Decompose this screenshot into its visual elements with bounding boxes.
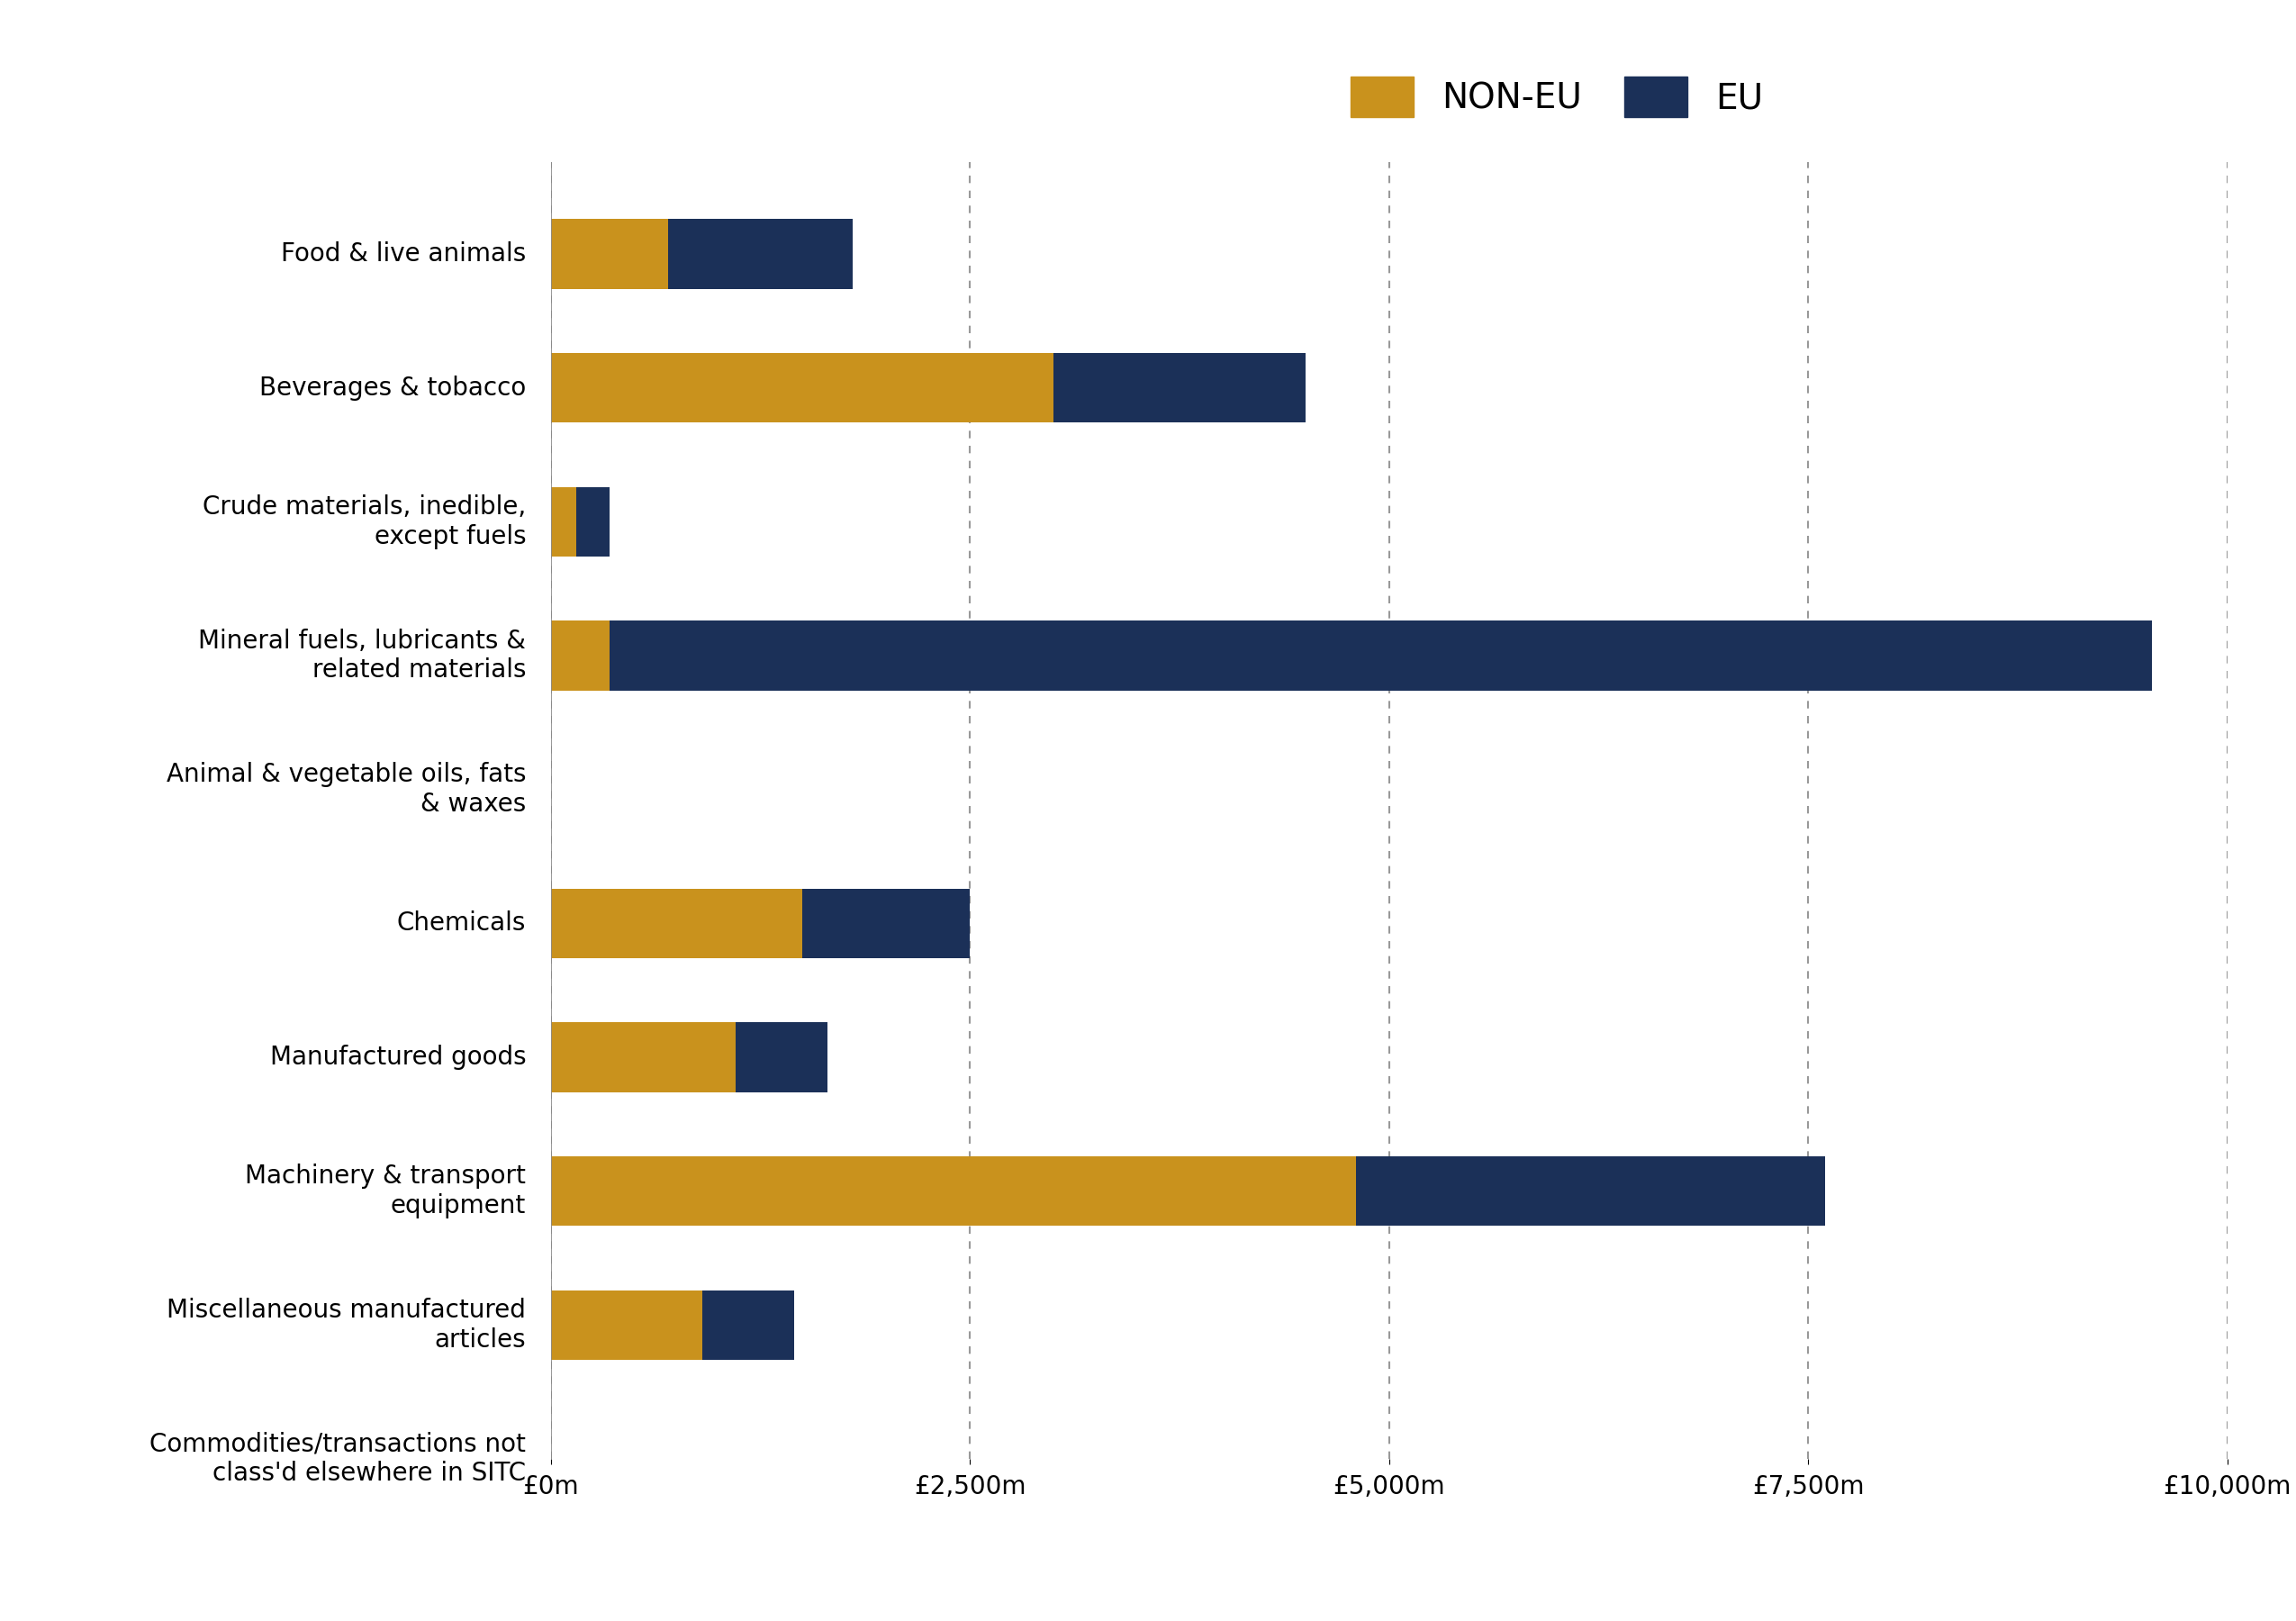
Bar [668, 219, 852, 289]
Bar [1054, 353, 1304, 423]
Bar [735, 1023, 827, 1093]
Bar [576, 486, 611, 556]
Bar [804, 888, 969, 958]
Bar [611, 621, 2151, 691]
Bar [551, 888, 804, 958]
Bar [551, 621, 611, 691]
Bar [551, 353, 1054, 423]
Bar [551, 1290, 703, 1360]
Bar [703, 1290, 794, 1360]
Bar [551, 219, 668, 289]
Bar [551, 1156, 1355, 1225]
Bar [551, 1023, 735, 1093]
Legend: NON-EU, EU: NON-EU, EU [1336, 63, 1777, 131]
Bar [1355, 1156, 1825, 1225]
Bar [551, 486, 576, 556]
